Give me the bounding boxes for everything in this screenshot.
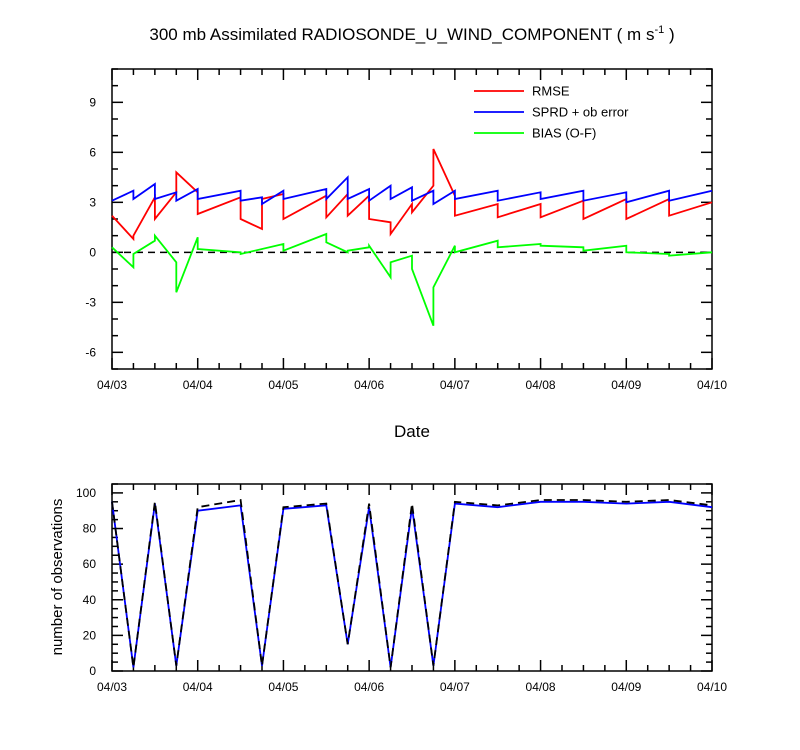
x-tick-label: 04/10	[697, 680, 727, 694]
legend-label: SPRD + ob error	[532, 105, 629, 120]
y-tick-label: -6	[85, 345, 96, 359]
y-tick-label: -3	[85, 295, 96, 309]
y-tick-label: 80	[83, 522, 97, 536]
series-line-1	[111, 498, 713, 668]
y-tick-label: 100	[76, 486, 96, 500]
chart-title-main: 300 mb Assimilated RADIOSONDE_U_WIND_COM…	[149, 25, 654, 44]
y-tick-label: 6	[89, 145, 96, 159]
top-chart: 04/03 04/04 04/05 04/06 04/07 04/08 04/09 04/10…	[85, 68, 727, 392]
series-line-0	[111, 148, 713, 242]
y-tick-label: 9	[89, 95, 96, 109]
x-tick-label: 04/09	[611, 680, 641, 694]
series-line-0	[111, 500, 713, 668]
x-tick-label: 04/05	[268, 680, 298, 694]
x-tick-label: 04/09	[611, 378, 641, 392]
x-tick-label: 04/07	[440, 680, 470, 694]
y-tick-label: 40	[83, 593, 97, 607]
chart-title-close: )	[664, 25, 674, 44]
series-line-2	[111, 232, 713, 327]
y-tick-label: 20	[83, 628, 97, 642]
x-tick-label: 04/04	[183, 378, 213, 392]
x-tick-label: 04/03	[97, 378, 127, 392]
x-tick-label: 04/03	[97, 680, 127, 694]
y-tick-label: 0	[89, 245, 96, 259]
x-tick-label: 04/05	[268, 378, 298, 392]
chart-title: 300 mb Assimilated RADIOSONDE_U_WIND_COM…	[149, 24, 674, 44]
series-line-1	[111, 175, 713, 206]
x-tick-label: 04/10	[697, 378, 727, 392]
y-tick-label: 3	[89, 195, 96, 209]
y-tick-label: 60	[83, 557, 97, 571]
legend-label: RMSE	[532, 84, 570, 99]
y-axis-label-observations: number of observations	[49, 499, 66, 656]
y-tick-label: 0	[89, 664, 96, 678]
x-tick-label: 04/07	[440, 378, 470, 392]
x-axis-label: Date	[394, 422, 430, 441]
x-tick-label: 04/04	[183, 680, 213, 694]
x-tick-label: 04/08	[526, 378, 556, 392]
chart-title-superscript: -1	[654, 24, 664, 36]
legend-label: BIAS (O-F)	[532, 126, 596, 141]
x-tick-label: 04/06	[354, 680, 384, 694]
x-tick-label: 04/08	[526, 680, 556, 694]
bottom-chart: 04/03 04/04 04/05 04/06 04/07 04/08 04/09 04/10…	[76, 483, 727, 694]
x-tick-label: 04/06	[354, 378, 384, 392]
